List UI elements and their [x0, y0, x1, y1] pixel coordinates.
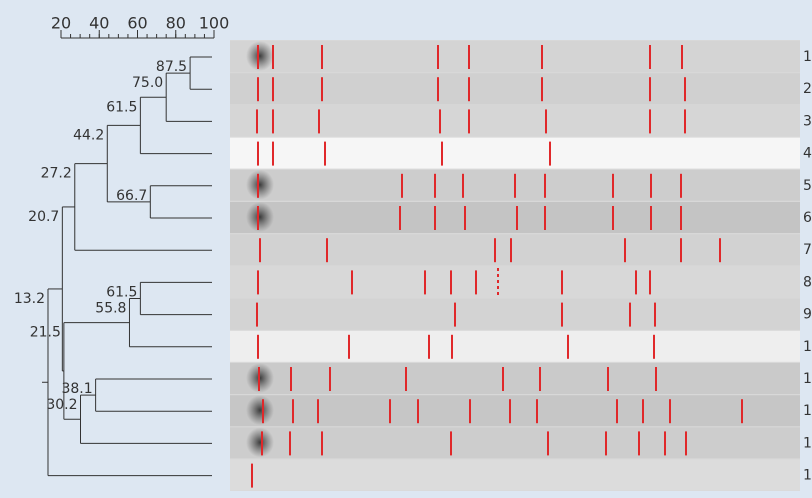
smudge — [246, 395, 274, 426]
smudge — [246, 41, 274, 71]
scale-axis: 20 40 60 80 100 — [51, 14, 229, 39]
lane-label: 10 — [803, 339, 812, 355]
lane-label: 9 — [803, 307, 812, 323]
lane-label: 5 — [803, 178, 812, 194]
lane — [230, 234, 800, 266]
lane-label: 6 — [803, 210, 812, 226]
lane-label: 13 — [803, 435, 812, 451]
lane — [230, 298, 800, 330]
lane — [230, 363, 800, 394]
lane-label: 4 — [803, 146, 812, 162]
node-label: 61.5 — [106, 284, 137, 300]
smudge — [246, 202, 274, 232]
node-label: 44.2 — [73, 127, 104, 143]
lane-label: 8 — [803, 274, 812, 290]
lane-label: 3 — [803, 113, 812, 129]
lane-label: 11 — [803, 371, 812, 387]
node-label: 20.7 — [28, 209, 59, 225]
tick-label: 40 — [89, 14, 109, 33]
lane — [230, 73, 800, 105]
tick-label: 80 — [166, 14, 186, 33]
gel-image: 1234567891011121314 — [230, 40, 812, 491]
lane-label: 14 — [803, 468, 812, 484]
lane-label: 7 — [803, 242, 812, 258]
lane — [230, 202, 800, 233]
tick-label: 100 — [199, 14, 230, 33]
node-label: 55.8 — [95, 301, 126, 317]
smudge — [246, 169, 274, 200]
lane-label: 1 — [803, 49, 812, 65]
lane-label: 12 — [803, 403, 812, 419]
lane-label: 2 — [803, 81, 812, 97]
lane — [230, 330, 800, 362]
node-label: 87.5 — [156, 59, 187, 75]
node-label: 30.2 — [46, 397, 77, 413]
dendrogram: 87.575.061.566.744.227.261.555.838.130.2… — [14, 56, 212, 477]
node-label: 27.2 — [41, 166, 72, 182]
node-label: 38.1 — [61, 381, 92, 397]
lane — [230, 41, 800, 72]
lane — [230, 459, 800, 491]
node-label: 75.0 — [132, 75, 163, 91]
smudge — [246, 427, 274, 458]
lane — [230, 395, 800, 427]
tick-label: 20 — [51, 14, 71, 33]
node-label: 66.7 — [116, 188, 147, 204]
tick-label: 60 — [127, 14, 147, 33]
lane — [230, 427, 800, 459]
node-label: 13.2 — [14, 291, 45, 307]
node-label: 61.5 — [106, 99, 137, 115]
node-label: 21.5 — [30, 325, 61, 341]
lane — [230, 266, 800, 298]
lane — [230, 137, 800, 169]
lane — [230, 105, 800, 137]
